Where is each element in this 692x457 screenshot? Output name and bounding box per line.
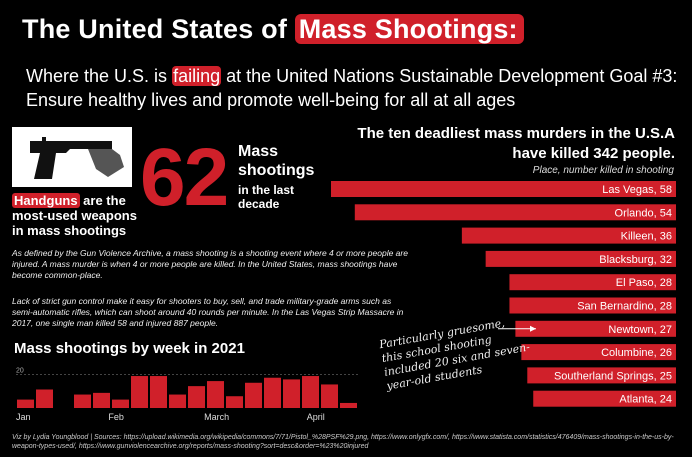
credits: Viz by Lydia Youngblood | Sources: https… [12, 434, 674, 450]
shootings-count-sub: in the last decade [238, 183, 295, 211]
weekly-bar [150, 376, 167, 408]
weekly-bar [74, 394, 91, 408]
weekly-bar [131, 376, 148, 408]
page-title: The United States of Mass Shootings: [22, 14, 524, 45]
weekly-bar [188, 386, 205, 408]
deadliest-bar-label: Blacksburg, 32 [599, 254, 672, 266]
deadliest-bar-label: Columbine, 26 [601, 347, 672, 359]
deadliest-bar-label: Orlando, 54 [615, 207, 672, 219]
weekly-bar [36, 389, 53, 408]
deadliest-chart-subtitle: Place, number killed in shooting [532, 165, 674, 176]
handgun-icon [12, 127, 132, 187]
subtitle-end: at the United Nations Sustainable Develo… [26, 66, 678, 110]
subtitle-start: Where the U.S. is [26, 66, 173, 86]
weekly-chart-xlabel: April [307, 412, 325, 422]
shootings-count: 62 [140, 132, 229, 223]
deadliest-bar [527, 367, 676, 384]
weekly-chart-title: Mass shootings by week in 2021 [14, 340, 245, 357]
title-highlight: Mass Shootings: [294, 14, 524, 44]
weekly-chart-xlabel: Jan [16, 412, 31, 422]
deadliest-bar-label: Southerland Springs, 25 [554, 370, 672, 382]
weekly-bar [17, 399, 34, 408]
deadliest-bar [331, 181, 676, 197]
deadliest-bar-label: El Paso, 28 [616, 277, 672, 289]
deadliest-bar-label: Newtown, 27 [608, 324, 672, 336]
deadliest-bar [354, 204, 676, 221]
weekly-chart-xlabel: March [204, 412, 229, 422]
gun-control-text: Lack of strict gun control make it easy … [12, 296, 404, 328]
weekly-bar [340, 402, 357, 408]
weekly-bar [169, 394, 186, 408]
annotation-arrowhead [530, 325, 536, 332]
deadliest-bar-label: Las Vegas, 58 [602, 184, 672, 196]
deadliest-bar [533, 390, 676, 407]
deadliest-bar [485, 250, 676, 267]
deadliest-chart-title: The ten deadliest mass murders in the U.… [357, 125, 675, 162]
weekly-chart-xlabel: Feb [108, 412, 124, 422]
deadliest-bar [515, 320, 676, 337]
handgun-label: Handguns are the most-used weapons in ma… [12, 193, 152, 238]
weekly-bar [226, 396, 243, 408]
title-text: The United States of [22, 14, 295, 44]
deadliest-bar-label: San Bernardino, 28 [577, 301, 672, 313]
weekly-bar [207, 381, 224, 408]
weekly-bar [93, 392, 110, 408]
shootings-count-label: Mass shootings [238, 143, 315, 179]
weekly-bar [264, 377, 281, 408]
deadliest-bar [509, 297, 676, 314]
weekly-chart: 20 Jan Feb March April [16, 367, 358, 422]
weekly-bar [245, 382, 262, 408]
page-subtitle: Where the U.S. is failing at the United … [26, 64, 686, 112]
deadliest-bar [509, 274, 676, 291]
subtitle-highlight: failing [172, 66, 222, 86]
deadliest-bar-label: Atlanta, 24 [619, 394, 672, 406]
deadliest-chart: Las Vegas, 58 Orlando, 54 Killeen, 36 Black… [331, 181, 676, 407]
weekly-bar [283, 379, 300, 408]
handgun-highlight: Handguns [12, 193, 80, 208]
weekly-bar [302, 376, 319, 408]
handgun-text: are the most-used weapons in mass shooti… [12, 193, 137, 238]
deadliest-bar [521, 344, 676, 361]
deadliest-bar [461, 227, 676, 244]
weekly-bar [321, 384, 338, 408]
definition-text: As defined by the Gun Violence Archive, … [12, 248, 408, 280]
weekly-chart-ytick: 20 [16, 367, 24, 374]
deadliest-bar-label: Killeen, 36 [621, 231, 672, 243]
weekly-bar [112, 399, 129, 408]
